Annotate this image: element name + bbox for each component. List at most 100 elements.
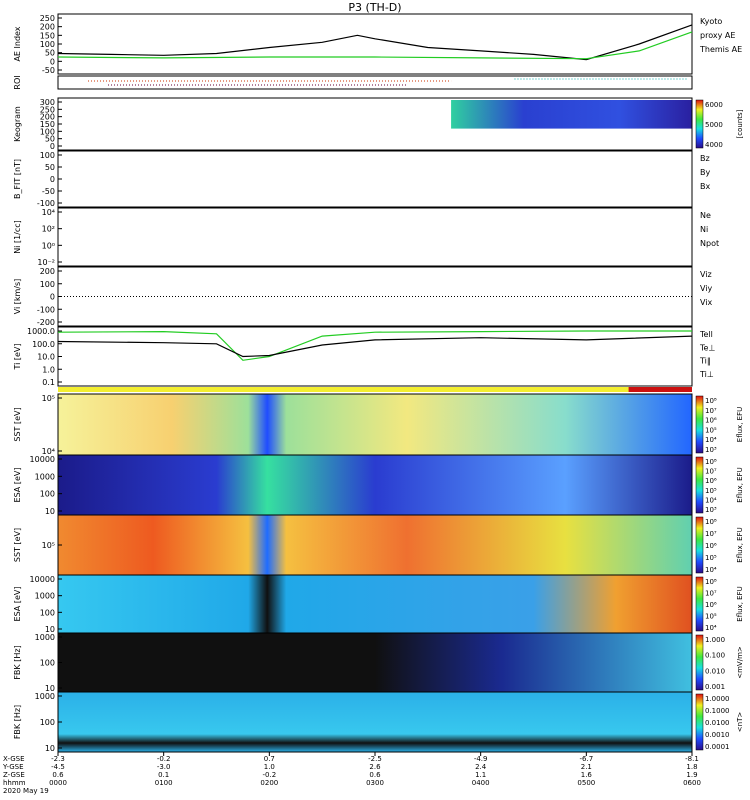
xtick-label-x: -2.3 [51, 755, 65, 763]
xaxis-row-label-3: hhmm [3, 779, 26, 787]
cbar-tick: 10⁷ [705, 407, 717, 415]
cbar-tick: 4000 [705, 141, 723, 149]
spectrogram-esa_e [58, 455, 692, 515]
ytick-label: 10⁻² [37, 258, 55, 267]
colorbar-esa_e [695, 456, 704, 514]
ylabel-fbk_e: FBK [Hz] [13, 645, 22, 679]
spectrogram-fbk_b [58, 692, 692, 752]
xtick-label-x: -8.1 [685, 755, 699, 763]
cbar-tick: 0.1000 [705, 707, 730, 715]
date-label: 2020 May 19 [3, 787, 49, 795]
ytick-label: 10 [45, 744, 55, 753]
xtick-label-y: 2.1 [581, 763, 592, 771]
panel-velocity: Vi [km/s] 200 100 0 -100 -200 Viz Viy Vix [13, 266, 713, 327]
cbar-label-sst_e: Eflux, EFU [736, 407, 744, 442]
cbar-tick: 10⁴ [705, 436, 717, 444]
status-bar-alert [628, 387, 692, 392]
panel-frame [57, 326, 693, 387]
panel-fbk_e: FBK [Hz] 1000 100 10 1.000 0.100 0.010 0.001 <mV… [13, 632, 744, 693]
xtick-label-t: 0000 [49, 779, 67, 787]
series-line-1 [57, 31, 693, 60]
spectrogram-esa_i [58, 575, 692, 633]
ytick-label: 10.0 [37, 353, 55, 362]
ytick-label: 0 [50, 293, 55, 302]
ytick-label: 1.0 [42, 365, 55, 374]
panel-temperature: Ti [eV] 1000.0 100.0 10.0 1.0 0.1 Tell Te⊥ Ti‖ Ti… [13, 326, 715, 387]
cbar-tick: 10⁶ [705, 542, 717, 550]
legend-temperature-1: Te⊥ [699, 343, 715, 352]
panel-frame [57, 266, 693, 327]
cbar-tick: 10⁶ [705, 477, 717, 485]
ytick-label: 150 [40, 31, 55, 40]
keogram-image [451, 100, 692, 129]
ytick-label: 100 [40, 718, 55, 727]
ytick-label: 10⁴ [42, 208, 55, 217]
cbar-tick: 0.0010 [705, 731, 730, 739]
ytick-label: 300 [40, 98, 55, 107]
xaxis-row-label-2: Z-GSE [3, 771, 25, 779]
cbar-tick: 10⁴ [705, 566, 717, 574]
ytick-label: 50 [45, 163, 55, 172]
panel-frame [57, 13, 693, 75]
ylabel-sst_i: SST [eV] [13, 528, 22, 562]
xtick-label-x: 0.7 [264, 755, 275, 763]
ylabel-bfield: B_FIT [nT] [13, 159, 22, 199]
ylabel-velocity: Vi [km/s] [13, 279, 22, 315]
legend-bfield-2: Bx [700, 182, 710, 191]
legend-density-0: Ne [700, 211, 711, 220]
legend-ae-1: proxy AE [700, 31, 735, 40]
ylabel-temperature: Ti [eV] [13, 343, 22, 370]
cbar-tick: 0.010 [705, 667, 725, 675]
cbar-tick: 10⁸ [705, 518, 717, 526]
ylabel-esa_e: ESA [eV] [13, 468, 22, 503]
cbar-tick: 0.100 [705, 652, 725, 660]
legend-bfield-0: Bz [700, 154, 710, 163]
xtick-label-z: 1.1 [475, 771, 486, 779]
ytick-label: -50 [42, 187, 55, 196]
ylabel-fbk_b: FBK [Hz] [13, 705, 22, 739]
xaxis-row-label-1: Y-GSE [2, 763, 24, 771]
cbar-tick: 0.001 [705, 683, 725, 691]
cbar-tick: 10⁵ [705, 554, 717, 562]
xtick-label-z: 0.6 [369, 771, 381, 779]
ytick-label: -100 [37, 305, 55, 314]
ytick-label: 100 [40, 127, 55, 136]
cbar-tick: 6000 [705, 101, 723, 109]
ytick-label: 10000 [30, 455, 55, 464]
xtick-label-y: 2.6 [369, 763, 381, 771]
ytick-label: 250 [40, 14, 55, 23]
ytick-label: 100.0 [32, 340, 55, 349]
legend-velocity-2: Vix [700, 298, 713, 307]
legend-density-2: Npot [700, 239, 719, 248]
colorbar-sst_e [695, 395, 704, 454]
ytick-label: 1000 [35, 472, 55, 481]
xtick-label-z: 1.9 [686, 771, 697, 779]
ytick-label: 0 [50, 142, 55, 151]
legend-temperature-2: Ti‖ [699, 357, 711, 366]
ylabel-ae: AE Index [13, 26, 22, 61]
cbar-tick: 10⁴ [705, 624, 717, 632]
panel-frame [57, 75, 693, 90]
cbar-tick: 10⁵ [705, 426, 717, 434]
cbar-tick: 10³ [705, 506, 717, 514]
panel-roi: ROI [13, 75, 693, 90]
ytick-label: 150 [40, 120, 55, 129]
ylabel-keogram: Keogram [13, 106, 22, 142]
cbar-tick: 5000 [705, 121, 723, 129]
spectrogram-fbk_e [58, 633, 692, 692]
colorbar-fbk_e [695, 634, 704, 691]
ytick-label: 100 [40, 280, 55, 289]
ytick-label: 10⁴ [42, 447, 55, 456]
xtick-label-x: -4.9 [474, 755, 488, 763]
ylabel-esa_i: ESA [eV] [13, 587, 22, 622]
xtick-label-t: 0100 [155, 779, 173, 787]
ytick-label: 200 [40, 113, 55, 122]
ylabel-roi: ROI [13, 75, 22, 89]
ytick-label: 50 [45, 135, 55, 144]
xtick-label-y: 2.4 [475, 763, 487, 771]
